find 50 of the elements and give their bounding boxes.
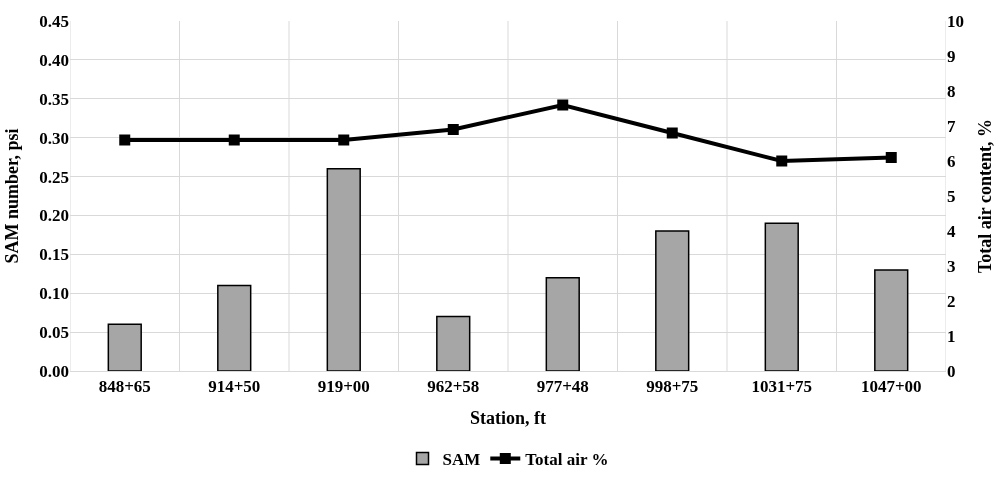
y2-tick-label: 9 xyxy=(947,46,956,66)
x-tick-label: 1031+75 xyxy=(751,377,813,397)
point xyxy=(885,152,897,163)
y-tick-label: 0.45 xyxy=(39,11,69,31)
y2-axis-title: Total air content, % xyxy=(975,118,996,274)
bar xyxy=(217,284,252,371)
y2-tick-label: 0 xyxy=(947,361,956,381)
x-tick-label: 1047+00 xyxy=(860,377,922,397)
y2-tick-label: 4 xyxy=(947,221,956,241)
y2-tick-label: 8 xyxy=(947,81,956,101)
bar xyxy=(764,222,799,371)
bar xyxy=(874,269,909,371)
y-tick-label: 0.35 xyxy=(39,89,69,109)
x-tick-label: 919+00 xyxy=(317,377,370,397)
y2-tick-label: 7 xyxy=(947,116,956,136)
y-tick-label: 0.25 xyxy=(39,167,69,187)
y-tick-label: 0.30 xyxy=(39,128,69,148)
x-axis-title: Station, ft xyxy=(470,407,546,428)
legend-label: Total air % xyxy=(525,450,609,470)
y-tick-label: 0.40 xyxy=(39,50,69,70)
y2-tick-label: 3 xyxy=(947,256,956,276)
point xyxy=(338,134,350,146)
point xyxy=(776,155,788,167)
bar xyxy=(436,315,471,371)
bar xyxy=(107,323,142,371)
y-tick-label: 0.05 xyxy=(39,323,69,343)
y-axis-title: SAM number, psi xyxy=(2,128,23,264)
y-tick-label: 0.20 xyxy=(39,206,69,226)
y2-tick-label: 2 xyxy=(947,291,956,311)
y2-tick-label: 5 xyxy=(947,186,956,206)
x-tick-label: 962+58 xyxy=(427,377,480,397)
x-tick-label: 914+50 xyxy=(208,377,261,397)
bar xyxy=(545,276,580,371)
y-tick-label: 0.00 xyxy=(39,361,69,381)
x-tick-label: 998+75 xyxy=(646,377,699,397)
point xyxy=(447,124,459,135)
point xyxy=(557,99,569,111)
point xyxy=(119,134,131,146)
x-tick-label: 848+65 xyxy=(98,377,151,397)
y-tick-label: 0.10 xyxy=(39,284,69,304)
x-tick-label: 977+48 xyxy=(536,377,589,397)
y-tick-label: 0.15 xyxy=(39,245,69,265)
y2-tick-label: 1 xyxy=(947,326,956,346)
point xyxy=(666,127,678,139)
bar xyxy=(655,230,690,371)
y2-tick-label: 10 xyxy=(947,11,964,31)
y2-tick-label: 6 xyxy=(947,151,956,171)
bar xyxy=(326,168,361,371)
legend-label: SAM xyxy=(442,450,481,470)
point xyxy=(228,134,240,146)
